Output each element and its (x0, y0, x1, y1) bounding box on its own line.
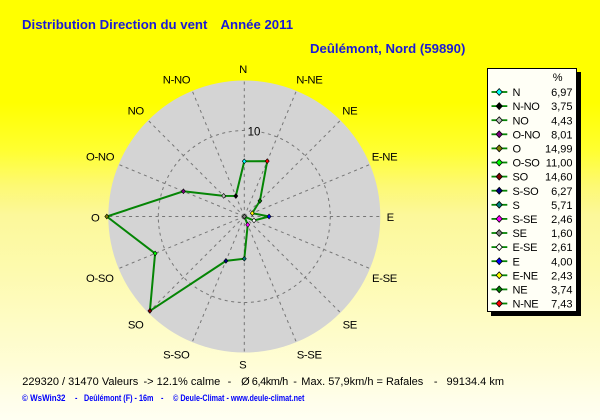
svg-text:1,60: 1,60 (551, 228, 572, 240)
svg-text:SE: SE (513, 228, 527, 240)
svg-text:SE: SE (343, 319, 358, 331)
svg-text:S: S (513, 200, 520, 212)
svg-text:S-SE: S-SE (297, 349, 323, 361)
svg-text:NO: NO (128, 105, 145, 117)
svg-text:E-NE: E-NE (513, 270, 538, 282)
svg-text:N-NO: N-NO (163, 75, 191, 87)
svg-text:11,00: 11,00 (546, 158, 573, 170)
svg-text:E: E (387, 212, 395, 224)
svg-text:S-SO: S-SO (163, 349, 190, 361)
svg-text:N-NE: N-NE (513, 299, 539, 311)
svg-text:SO: SO (128, 319, 144, 331)
svg-text:NO: NO (513, 115, 530, 127)
svg-text:N: N (239, 64, 247, 76)
svg-text:NE: NE (513, 285, 528, 297)
svg-text:NE: NE (342, 106, 358, 118)
svg-text:E-NE: E-NE (372, 152, 398, 164)
svg-text:E-SE: E-SE (513, 242, 538, 254)
svg-text:O: O (91, 212, 100, 224)
svg-text:O-SO: O-SO (86, 273, 114, 285)
svg-text:O-NO: O-NO (513, 129, 541, 141)
svg-text:O: O (513, 144, 522, 156)
svg-text:4,00: 4,00 (551, 256, 572, 268)
svg-text:14,99: 14,99 (545, 144, 573, 156)
svg-text:%: % (553, 72, 563, 84)
svg-text:SO: SO (513, 172, 529, 184)
svg-text:4,43: 4,43 (551, 115, 572, 127)
svg-text:S: S (239, 359, 247, 371)
svg-text:3,74: 3,74 (551, 285, 572, 297)
svg-text:S-SE: S-SE (513, 214, 538, 226)
svg-text:3,75: 3,75 (551, 101, 572, 113)
svg-text:E: E (513, 256, 520, 268)
svg-text:E-SE: E-SE (372, 273, 398, 285)
svg-text:2,46: 2,46 (551, 214, 572, 226)
svg-text:5,71: 5,71 (551, 200, 572, 212)
svg-text:N: N (513, 87, 521, 99)
svg-text:O-SO: O-SO (513, 158, 541, 170)
svg-text:S-SO: S-SO (513, 186, 540, 198)
svg-text:14,60: 14,60 (545, 172, 573, 184)
svg-text:8,01: 8,01 (551, 129, 572, 141)
svg-text:2,61: 2,61 (551, 242, 572, 254)
svg-text:10: 10 (248, 126, 261, 138)
svg-text:6,27: 6,27 (551, 186, 572, 198)
svg-text:N-NO: N-NO (513, 101, 541, 113)
svg-text:2,43: 2,43 (551, 270, 572, 282)
svg-text:N-NE: N-NE (296, 74, 323, 86)
svg-text:6,97: 6,97 (551, 87, 572, 99)
svg-text:7,43: 7,43 (551, 299, 572, 311)
svg-text:O-NO: O-NO (86, 152, 115, 164)
